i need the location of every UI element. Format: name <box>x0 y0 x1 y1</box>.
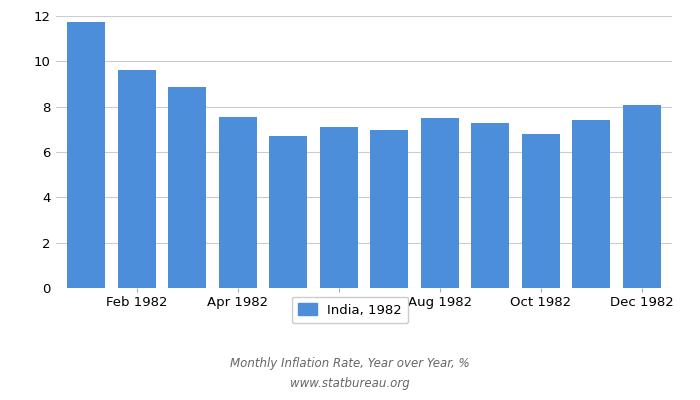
Bar <box>471 123 509 288</box>
Bar <box>573 120 610 288</box>
Text: www.statbureau.org: www.statbureau.org <box>290 378 410 390</box>
Legend: India, 1982: India, 1982 <box>291 297 409 324</box>
Bar <box>623 105 661 288</box>
Bar <box>67 22 105 288</box>
Bar <box>421 118 458 288</box>
Bar <box>270 136 307 288</box>
Bar <box>168 87 206 288</box>
Bar <box>320 127 358 288</box>
Bar <box>118 70 155 288</box>
Text: Monthly Inflation Rate, Year over Year, %: Monthly Inflation Rate, Year over Year, … <box>230 358 470 370</box>
Bar <box>522 134 560 288</box>
Bar <box>219 117 257 288</box>
Bar <box>370 130 408 288</box>
